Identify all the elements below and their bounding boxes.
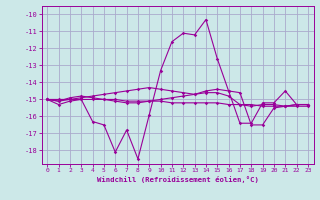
X-axis label: Windchill (Refroidissement éolien,°C): Windchill (Refroidissement éolien,°C) [97, 176, 259, 183]
